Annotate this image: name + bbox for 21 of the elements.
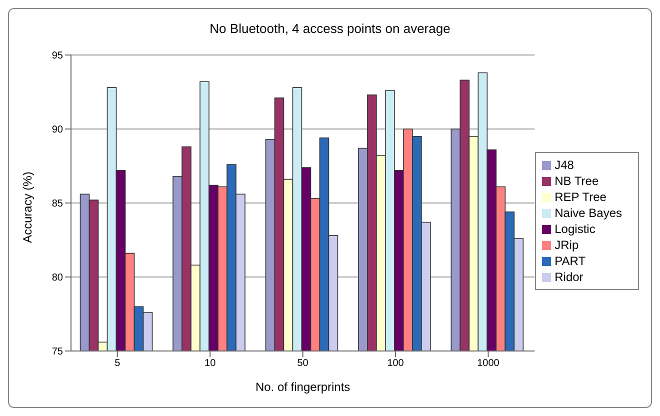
y-tick-label: 95	[52, 50, 64, 62]
x-tick-label: 5	[114, 358, 121, 370]
legend-label: PART	[554, 254, 586, 268]
y-tick-label: 75	[52, 346, 64, 358]
legend-label: REP Tree	[554, 190, 606, 204]
x-tick-label: 1000	[477, 358, 500, 370]
x-tick-label: 100	[387, 358, 404, 370]
x-axis-title: No. of fingerprints	[255, 380, 350, 394]
y-tick-label: 90	[52, 124, 64, 136]
legend-label: Ridor	[554, 270, 584, 284]
chart-title: No Bluetooth, 4 access points on average	[208, 21, 452, 38]
legend-label: Logistic	[554, 222, 596, 236]
y-tick-label: 80	[52, 272, 64, 284]
legend-label: J48	[554, 158, 574, 172]
legend-label: NB Tree	[554, 174, 599, 188]
legend-label: Naive Bayes	[554, 206, 622, 220]
x-tick-label: 10	[204, 358, 216, 370]
legend-label: JRip	[554, 238, 579, 252]
y-axis-title: Accuracy (%)	[20, 172, 34, 243]
x-tick-label: 50	[297, 358, 309, 370]
y-tick-label: 85	[52, 198, 64, 210]
